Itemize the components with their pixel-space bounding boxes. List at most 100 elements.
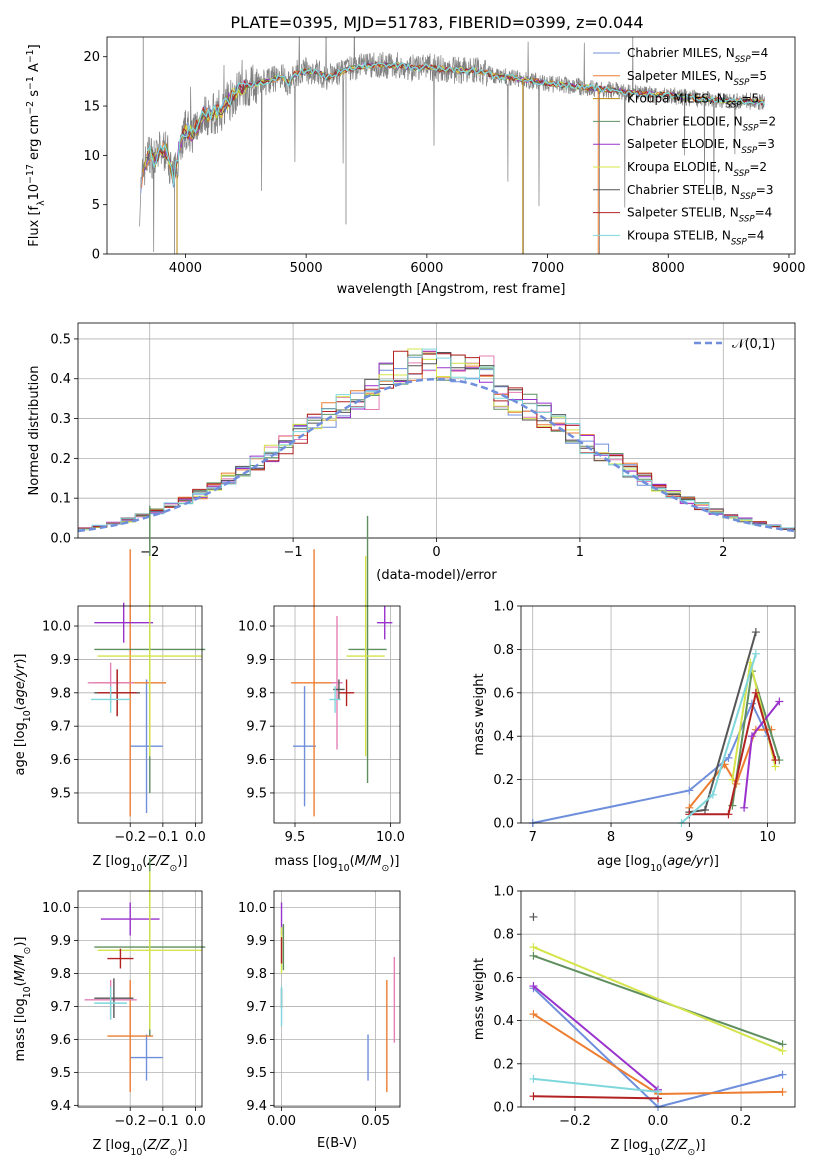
y-tick-label: 0.4: [493, 730, 514, 745]
errorbar-point: [291, 549, 337, 817]
weight-marker: [654, 1087, 662, 1096]
x-tick-label: 7000: [531, 261, 564, 276]
y-tick-label: 0.3: [50, 412, 71, 427]
weight-marker: [751, 688, 760, 697]
mass_vs_EBV-axes: 0.00 0.05 9.4 9.5 9.6 9.7 9.8 9.9 10.0: [238, 891, 400, 1129]
y-tick-label: 0.0: [493, 1101, 514, 1116]
errorbar-point: [107, 948, 134, 969]
x-tick-label: −0.1: [147, 1114, 179, 1129]
residuals-frame: [77, 322, 796, 539]
legend-entry: Kroupa ELODIE, NSSP=2: [627, 160, 767, 179]
weight-line: [533, 954, 783, 1046]
weight-series: [740, 697, 784, 812]
x-axis-label: E(B-V): [317, 1136, 357, 1151]
age_vs_mass-axes: 9.5 10.0 9.5 9.6 9.7 9.8 9.9 10.0: [238, 606, 405, 845]
residuals-plot: [78, 348, 795, 533]
y-tick-label: 5: [92, 198, 100, 213]
y-tick-label: 10.0: [238, 620, 267, 635]
weight-line: [689, 692, 777, 816]
x-tick-label: 9: [685, 830, 693, 845]
weight-series: [529, 1092, 662, 1103]
x-axis-label: Z [log10(Z/Z⊙)]: [610, 1138, 705, 1158]
y-tick-label: 10.0: [42, 901, 71, 916]
y-tick-label: 9.4: [50, 1099, 71, 1114]
y-tick-label: 9.4: [246, 1099, 267, 1114]
spectrum-legend: Chabrier MILES, NSSP=4 Salpeter MILES, NS…: [593, 46, 776, 247]
spectrum-frame: [106, 36, 796, 255]
weight-marker: [747, 732, 756, 741]
age_vs_Z-frame: [77, 605, 203, 824]
x-axis-label: wavelength [Angstrom, rest frame]: [337, 282, 566, 297]
weight-series: [529, 912, 538, 921]
y-tick-label: 9.6: [50, 1033, 71, 1048]
legend-entry: Kroupa STELIB, NSSP=4: [627, 228, 764, 247]
y-tick-label: 9.6: [50, 753, 71, 768]
errorbar-point: [94, 602, 154, 643]
x-tick-label: −0.2: [114, 1114, 146, 1129]
x-tick-label: 0.00: [267, 1114, 296, 1129]
y-tick-label: 0.4: [50, 372, 71, 387]
y-tick-label: 0.1: [50, 492, 71, 507]
weight-marker: [775, 697, 784, 706]
x-tick-label: −0.2: [559, 1114, 591, 1129]
weight_vs_Z-plot: [529, 912, 787, 1111]
mass_vs_Z-axes: −0.2 −0.1 0.0 9.4 9.5 9.6 9.7 9.8 9.9 10.0: [42, 891, 206, 1129]
y-tick-label: 9.8: [50, 686, 71, 701]
y-tick-label: 0.6: [493, 686, 514, 701]
y-axis-label: mass [log10(M/M⊙)]: [13, 937, 33, 1062]
errorbar-point: [91, 686, 131, 713]
x-tick-label: −1: [284, 545, 303, 560]
weight-marker: [778, 1070, 787, 1079]
y-tick-label: 10.0: [238, 901, 267, 916]
x-tick-label: 7: [529, 830, 537, 845]
weight-marker: [724, 810, 733, 819]
weight-line: [688, 728, 772, 809]
errorbar-point: [94, 986, 127, 1020]
weight-series: [685, 688, 780, 819]
weight-marker: [529, 1010, 538, 1019]
y-tick-label: 0.0: [50, 532, 71, 547]
legend-entry: Salpeter MILES, NSSP=5: [627, 69, 767, 88]
weight-marker: [529, 982, 538, 991]
x-axis-label: age [log10(age/yr)]: [597, 854, 719, 874]
y-tick-label: 0.2: [493, 1057, 514, 1072]
mass_vs_EBV-frame: [273, 890, 401, 1108]
y-tick-label: 0: [92, 248, 100, 263]
x-tick-label: −0.1: [147, 830, 179, 845]
x-tick-label: 4000: [169, 261, 202, 276]
y-tick-label: 9.9: [246, 653, 267, 668]
y-tick-label: 20: [83, 50, 100, 65]
y-axis-label: age [log10(age/yr)]: [13, 653, 33, 775]
weight-line: [533, 946, 783, 1052]
y-tick-label: 9.7: [50, 720, 71, 735]
y-tick-label: 9.6: [246, 1033, 267, 1048]
x-tick-label: 1: [576, 545, 584, 560]
errorbar-point: [338, 679, 355, 707]
weight-marker: [529, 912, 538, 921]
x-tick-label: 0.2: [731, 1114, 752, 1129]
legend-entry: Chabrier ELODIE, NSSP=2: [627, 114, 776, 133]
weight-marker: [529, 1074, 538, 1083]
x-tick-label: −0.2: [114, 830, 146, 845]
y-tick-label: 15: [83, 100, 100, 115]
model-spectrum-line: [147, 61, 766, 186]
legend-entry: Salpeter STELIB, NSSP=4: [627, 206, 772, 225]
errorbar-point: [97, 669, 137, 717]
legend-entry: Chabrier STELIB, NSSP=3: [627, 183, 774, 202]
weight-marker: [708, 790, 717, 799]
y-tick-label: 10.0: [42, 620, 71, 635]
weight-marker: [529, 951, 538, 960]
y-tick-label: 0.8: [493, 643, 514, 658]
errorbar-point: [331, 616, 343, 750]
weight-marker: [728, 775, 737, 784]
legend-entry: Salpeter ELODIE, NSSP=3: [627, 137, 775, 156]
y-tick-label: 9.6: [246, 753, 267, 768]
y-axis-label: Normed distribution: [27, 366, 42, 496]
weight-marker: [751, 649, 760, 658]
weight-marker: [685, 786, 694, 795]
spectrum-plot: [139, 37, 766, 254]
y-tick-label: 9.5: [50, 786, 71, 801]
y-tick-label: 1.0: [493, 600, 514, 615]
y-tick-label: 9.5: [246, 1066, 267, 1081]
